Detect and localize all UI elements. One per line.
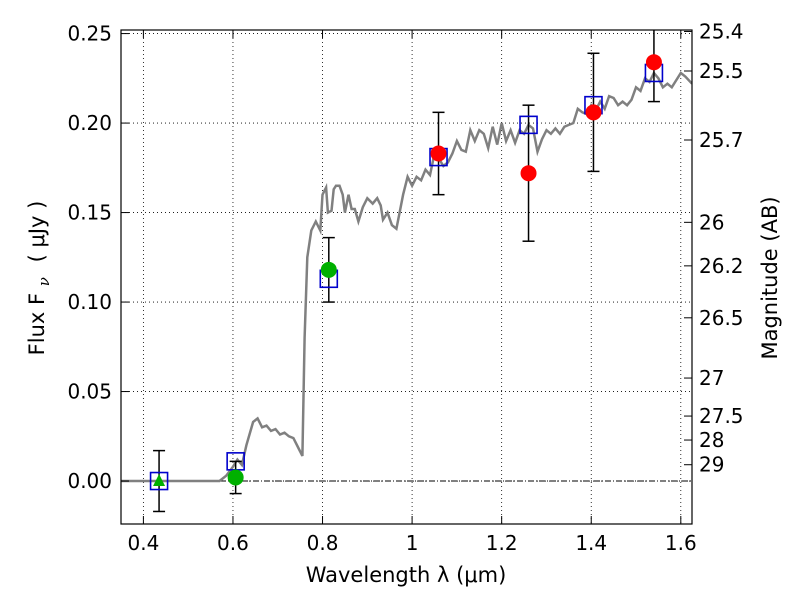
observed-red-point <box>645 54 662 71</box>
right-tick-label: 25.4 <box>699 19 744 43</box>
model-photometry-square <box>149 471 169 491</box>
y-label-flux: Flux F <box>25 293 49 355</box>
y-tick-labels: 0.00 0.05 0.10 0.15 0.20 0.25 <box>67 22 112 493</box>
right-tick-label: 26 <box>699 210 724 234</box>
y-tick-label: 0.25 <box>67 22 112 46</box>
y-label-nu: ν <box>35 277 53 286</box>
right-tick-label: 25.5 <box>699 59 744 83</box>
y-label-unit: ( μJy ) <box>25 201 49 263</box>
x-tick-label: 1 <box>406 531 419 555</box>
x-tick-label: 0.6 <box>217 531 249 555</box>
y-axis-label-left: Flux F ν ( μJy ) <box>25 201 54 356</box>
right-tick-label: 29 <box>699 453 724 477</box>
observed-red-point <box>430 145 447 162</box>
observed-green-point <box>227 469 244 486</box>
observed-red-point <box>585 104 602 121</box>
svg-text:Flux F ν ( μJy ): Flux F ν ( μJy ) <box>25 201 54 356</box>
model-photometry-square <box>519 115 538 135</box>
x-tick-label: 1.4 <box>575 531 607 555</box>
right-tick-label: 25.7 <box>699 128 744 152</box>
right-tick-label: 26.5 <box>699 306 744 330</box>
model-photometry-markers <box>149 63 664 491</box>
observed-green-point <box>320 261 337 278</box>
right-tick-label: 27 <box>699 366 724 390</box>
y-tick-label: 0.00 <box>67 469 112 493</box>
observed-markers <box>153 54 662 487</box>
x-tick-label: 1.2 <box>486 531 518 555</box>
y-tick-label: 0.15 <box>67 201 112 225</box>
right-tick-label: 26.2 <box>699 254 744 278</box>
x-tick-label: 0.8 <box>307 531 339 555</box>
x-tick-label: 1.6 <box>665 531 697 555</box>
x-axis-label: Wavelength λ (μm) <box>306 563 507 587</box>
model-spectrum-line <box>121 70 692 483</box>
y-tick-label: 0.10 <box>67 290 112 314</box>
right-tick-label: 27.5 <box>699 404 744 428</box>
x-tick-label: 0.4 <box>127 531 159 555</box>
y-axis-label-right: Magnitude (AB) <box>758 196 782 359</box>
observed-red-point <box>520 165 537 182</box>
plot-frame <box>120 29 693 525</box>
y-tick-label: 0.20 <box>67 111 112 135</box>
right-tick-label: 28 <box>699 428 724 452</box>
upper-limit-triangle <box>153 474 166 487</box>
right-axis-label-text: Magnitude (AB) <box>758 196 782 359</box>
x-tick-labels: 0.4 0.6 0.8 1 1.2 1.4 1.6 <box>127 531 696 555</box>
tick-marks <box>121 30 692 524</box>
y-tick-label: 0.05 <box>67 380 112 404</box>
